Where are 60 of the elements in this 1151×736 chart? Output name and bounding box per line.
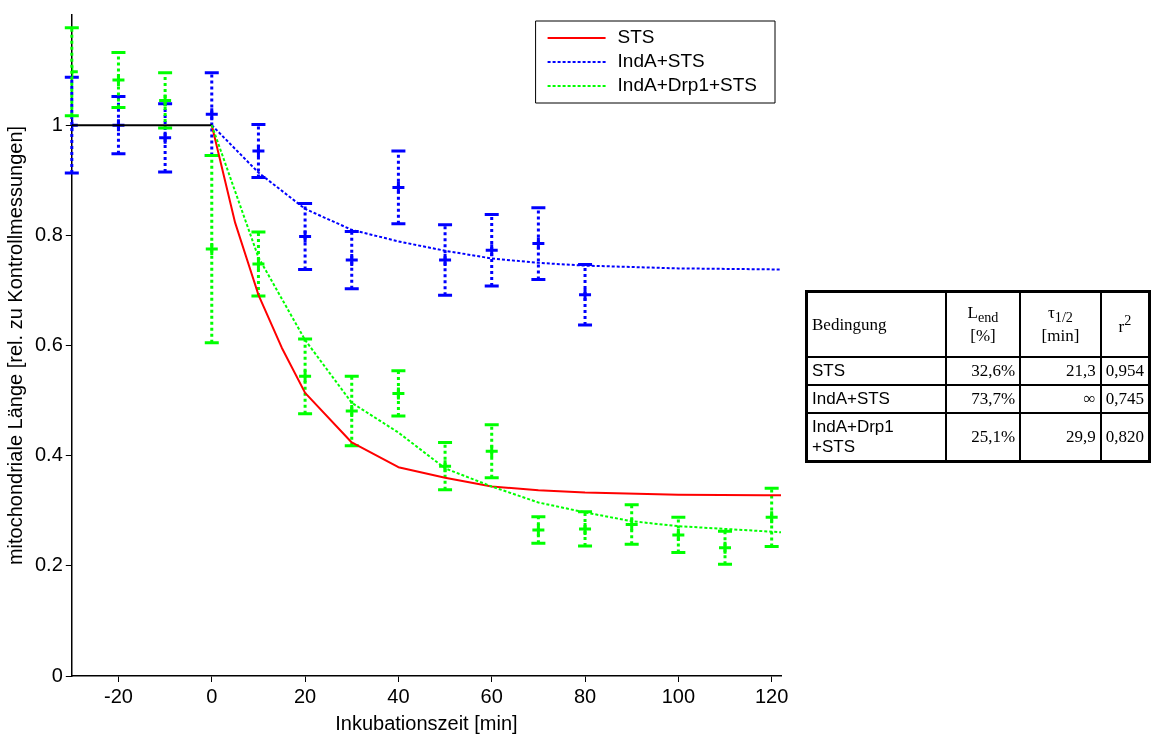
x-tick-label: 20 (293, 684, 317, 707)
point (297, 368, 313, 384)
point (530, 522, 546, 538)
x-tick-label: -20 (104, 684, 133, 707)
y-tick-label: 0.4 (34, 443, 63, 466)
text: 73,7% (945, 385, 1021, 414)
text: r$^{2}$ (1100, 291, 1150, 358)
point (624, 517, 640, 533)
point (204, 106, 220, 122)
point (717, 540, 733, 556)
legend-label: IndA+STS (617, 50, 705, 72)
text: 21,3 (1020, 357, 1101, 386)
legend-label: IndA+Drp1+STS (617, 74, 758, 96)
point (110, 72, 126, 88)
text: L$_{end}$ [%] (945, 291, 1021, 358)
text: IndA+Drp1 +STS (806, 413, 946, 462)
point (157, 130, 173, 146)
x-tick-label: 40 (387, 684, 410, 707)
point (437, 458, 453, 474)
point (484, 443, 500, 459)
text: 25,1% (945, 413, 1021, 462)
x-tick-label: 0 (206, 684, 218, 707)
y-tick-label: 0 (51, 663, 63, 686)
point (297, 228, 313, 244)
point (764, 509, 780, 525)
text: 0,820 (1100, 413, 1150, 462)
y-axis-title: mitochondriale Länge [rel. zu Kontrollmessungen] (3, 125, 26, 566)
text: 29,9 (1020, 413, 1101, 462)
text: STS (806, 357, 946, 386)
point (577, 287, 593, 303)
x-axis-title: Inkubationszeit [min] (335, 711, 518, 734)
text: Bedingung (806, 291, 946, 358)
point (204, 241, 220, 257)
y-tick-label: 0.8 (34, 222, 63, 245)
text: τ$_{1/2}$ [min] (1020, 291, 1101, 358)
point (670, 527, 686, 543)
point (437, 252, 453, 268)
text: 0,745 (1100, 385, 1150, 414)
x-tick-label: 120 (754, 684, 789, 707)
text: IndA+STS (806, 385, 946, 414)
point (344, 252, 360, 268)
text: ∞ (1020, 385, 1101, 414)
point (484, 242, 500, 258)
point (344, 403, 360, 419)
y-tick-label: 0.2 (34, 553, 63, 576)
text: 32,6% (945, 357, 1021, 386)
point (157, 92, 173, 108)
y-tick-label: 0.6 (34, 333, 63, 356)
point (250, 256, 266, 272)
x-tick-label: 100 (661, 684, 696, 707)
legend-label: STS (617, 26, 655, 48)
point (390, 179, 406, 195)
text: 0,954 (1100, 357, 1150, 386)
point (390, 385, 406, 401)
point (250, 143, 266, 159)
y-tick-label: 1 (51, 112, 63, 135)
x-tick-label: 60 (480, 684, 503, 707)
x-tick-label: 80 (573, 684, 597, 707)
point (530, 236, 546, 252)
point (577, 521, 593, 537)
